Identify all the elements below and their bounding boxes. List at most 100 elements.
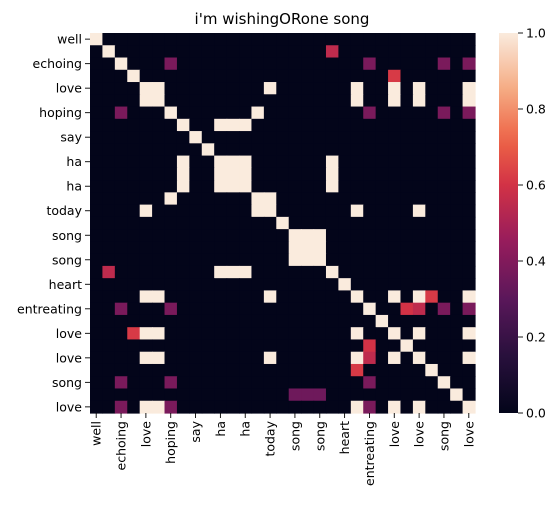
y-tick-label: ha — [66, 154, 82, 169]
heatmap-cell — [462, 241, 476, 255]
heatmap-cell — [276, 69, 290, 83]
heatmap-cell — [152, 314, 166, 328]
heatmap-cell — [450, 180, 464, 193]
heatmap-cell — [152, 278, 166, 292]
heatmap-cell — [450, 400, 464, 414]
heatmap-cell — [338, 167, 352, 181]
heatmap-cell — [450, 327, 464, 341]
heatmap-cell — [375, 33, 389, 46]
heatmap-cell — [176, 265, 190, 279]
heatmap-cell — [189, 192, 203, 206]
heatmap-cell — [152, 143, 166, 157]
heatmap-cell — [425, 69, 439, 83]
heatmap-cell — [176, 327, 190, 341]
heatmap-cell — [102, 376, 116, 390]
heatmap-cell — [338, 278, 352, 292]
y-tick-label: entreating — [17, 301, 82, 316]
heatmap-cell — [102, 69, 116, 83]
heatmap-cell — [412, 216, 426, 230]
x-tick-label: say — [188, 420, 203, 442]
heatmap-cell — [127, 278, 141, 292]
heatmap-cell — [388, 265, 402, 279]
heatmap-cell — [363, 265, 377, 279]
heatmap-cell — [276, 253, 290, 267]
heatmap-cell — [90, 290, 104, 304]
heatmap-cell — [325, 131, 339, 144]
heatmap-cell — [425, 327, 439, 341]
x-tick-label: hoping — [163, 421, 178, 464]
heatmap-cell — [288, 241, 302, 255]
heatmap-cell — [239, 143, 253, 157]
heatmap-cell — [276, 278, 290, 292]
heatmap-cell — [400, 302, 414, 316]
heatmap-cell — [313, 363, 327, 377]
heatmap-cell — [400, 82, 414, 95]
heatmap-cell — [412, 376, 426, 390]
heatmap-cell — [325, 400, 339, 414]
y-tick-label: well — [57, 32, 82, 47]
heatmap-cell — [102, 278, 116, 292]
heatmap-cell — [437, 57, 451, 71]
heatmap-cell — [363, 82, 377, 95]
heatmap-cell — [276, 400, 290, 414]
heatmap-cell — [301, 143, 315, 157]
heatmap-cell — [263, 180, 277, 193]
heatmap-cell — [263, 45, 277, 59]
heatmap-cell — [263, 314, 277, 328]
heatmap-cell — [301, 216, 315, 230]
heatmap-cell — [201, 94, 215, 108]
heatmap-cell — [189, 94, 203, 108]
heatmap-cell — [288, 314, 302, 328]
heatmap-cell — [363, 327, 377, 341]
heatmap-cell — [388, 253, 402, 267]
heatmap-cell — [400, 339, 414, 353]
heatmap-cell — [400, 327, 414, 341]
heatmap-cell — [288, 167, 302, 181]
heatmap-cell — [239, 278, 253, 292]
heatmap-cell — [214, 118, 228, 132]
heatmap-cell — [313, 241, 327, 255]
heatmap-cell — [301, 351, 315, 365]
heatmap-cell — [462, 265, 476, 279]
heatmap-cell — [388, 167, 402, 181]
heatmap-cell — [437, 33, 451, 46]
heatmap-cell — [313, 265, 327, 279]
heatmap-cell — [152, 69, 166, 83]
heatmap-cell — [176, 167, 190, 181]
heatmap-cell — [139, 57, 153, 71]
heatmap-cell — [301, 118, 315, 132]
heatmap-cell — [338, 192, 352, 206]
heatmap-cell — [375, 241, 389, 255]
heatmap-cell — [276, 204, 290, 218]
heatmap-cell — [251, 57, 265, 71]
heatmap-cell — [325, 363, 339, 377]
heatmap-cell — [425, 167, 439, 181]
heatmap-cell — [425, 278, 439, 292]
x-axis: well echoing love hoping say ha ha today song son… — [89, 413, 476, 486]
heatmap-cell — [325, 339, 339, 353]
heatmap-cell — [450, 314, 464, 328]
heatmap-cell — [400, 45, 414, 59]
heatmap-cell — [313, 192, 327, 206]
heatmap-cell — [437, 69, 451, 83]
heatmap-cell — [388, 106, 402, 120]
heatmap-cell — [363, 302, 377, 316]
heatmap-cell — [400, 241, 414, 255]
y-tick-label: ha — [66, 179, 82, 194]
heatmap-cell — [450, 118, 464, 132]
heatmap-cell — [301, 376, 315, 390]
heatmap-cell — [400, 131, 414, 144]
heatmap-cell — [400, 253, 414, 267]
heatmap-cell — [214, 376, 228, 390]
heatmap-cell — [189, 57, 203, 71]
heatmap-cell — [412, 302, 426, 316]
heatmap-cell — [251, 82, 265, 95]
heatmap-cell — [90, 363, 104, 377]
heatmap-cell — [226, 106, 240, 120]
heatmap-cell — [263, 241, 277, 255]
heatmap-cell — [325, 265, 339, 279]
heatmap-cell — [350, 278, 364, 292]
heatmap-cell — [114, 192, 128, 206]
heatmap-cell — [313, 155, 327, 169]
heatmap-cell — [214, 143, 228, 157]
